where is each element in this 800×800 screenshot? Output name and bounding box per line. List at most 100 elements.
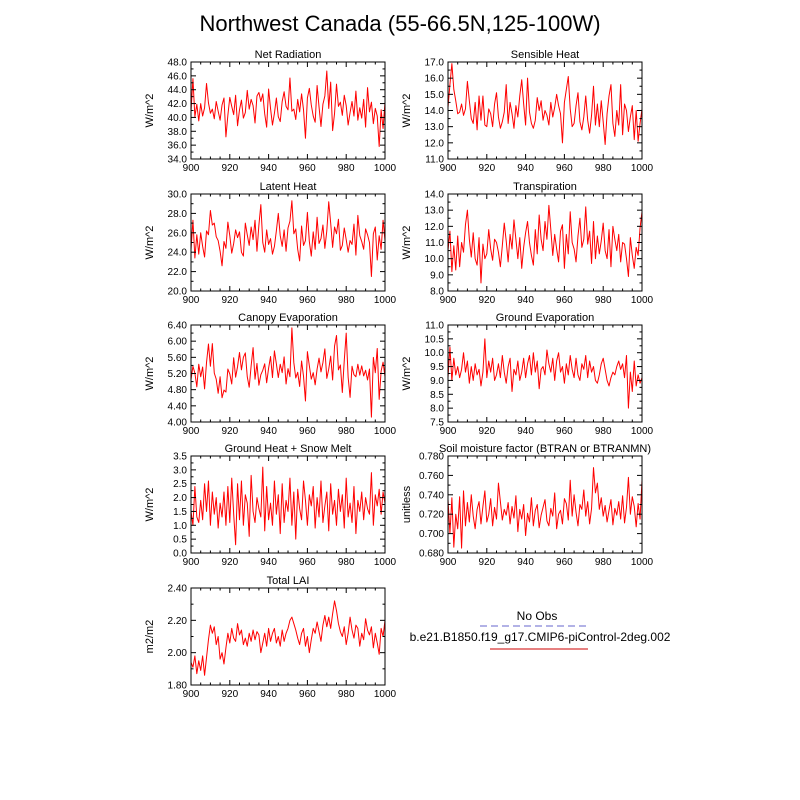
y-tick-label: 11.0 (425, 155, 444, 166)
y-tick-label: 14.0 (425, 106, 445, 117)
x-tick-label: 920 (478, 295, 495, 306)
y-tick-label: 3.0 (173, 465, 187, 476)
x-tick-label: 900 (183, 163, 200, 174)
x-tick-label: 960 (299, 557, 316, 568)
y-tick-label: 2.00 (168, 648, 188, 659)
x-tick-label: 940 (260, 295, 277, 306)
plot-frame-net-radiation (190, 61, 386, 160)
panel-title-net-radiation: Net Radiation (255, 49, 322, 61)
series-line-ground-heat-snow-melt (190, 466, 386, 546)
y-tick-label: 46.0 (168, 71, 188, 82)
y-tick-label: 42.0 (168, 99, 188, 110)
y-tick-label: 20.0 (168, 287, 188, 298)
y-axis-label-ground-heat-snow-melt: W/m^2 (144, 488, 156, 522)
y-tick-label: 0.680 (419, 549, 444, 560)
x-tick-label: 1000 (374, 426, 397, 437)
y-tick-label: 2.5 (173, 479, 187, 490)
y-tick-label: 5.60 (168, 353, 188, 364)
y-tick-label: 15.0 (425, 90, 445, 101)
x-tick-label: 1000 (374, 295, 397, 306)
y-tick-label: 22.0 (168, 267, 188, 278)
y-tick-label: 8.0 (430, 287, 444, 298)
panel-title-total-lai: Total LAI (267, 575, 310, 587)
y-axis-label-sensible-heat: W/m^2 (401, 94, 413, 128)
x-tick-label: 980 (338, 557, 355, 568)
y-tick-label: 13.0 (425, 122, 445, 133)
panel-ground-evaporation: 900 920 940 960 980 1000 7.5 8.0 8.5 9.0 9.5 10.0 10… (401, 312, 654, 437)
y-tick-label: 4.80 (168, 385, 188, 396)
panel-sensible-heat: 900 920 940 960 980 1000 11.0 12.0 13.0 14.0 15.0 1… (401, 49, 654, 174)
y-tick-label: 30.0 (168, 190, 188, 201)
legend-label-model: b.e21.B1850.f19_g17.CMIP6-piControl-2deg… (410, 630, 671, 644)
figure-title: Northwest Canada (55-66.5N,125-100W) (199, 11, 600, 36)
x-tick-label: 960 (556, 295, 573, 306)
y-tick-label: 8.5 (430, 390, 444, 401)
y-tick-label: 4.00 (168, 418, 188, 429)
x-tick-label: 940 (517, 163, 534, 174)
y-tick-label: 5.20 (168, 369, 188, 380)
panel-title-transpiration: Transpiration (513, 181, 577, 193)
x-tick-label: 920 (478, 557, 495, 568)
y-tick-label: 10.0 (425, 254, 445, 265)
series-line-canopy-evaporation (190, 327, 386, 418)
x-tick-label: 1000 (631, 295, 654, 306)
y-tick-label: 0.760 (419, 471, 444, 482)
series-line-total-lai (190, 600, 386, 676)
panel-canopy-evaporation: 900 920 940 960 980 1000 4.00 4.40 4.80 5.20 5.60 6… (144, 312, 397, 437)
y-axis-label-canopy-evaporation: W/m^2 (144, 357, 156, 391)
y-tick-label: 6.00 (168, 337, 188, 348)
x-tick-label: 980 (595, 426, 612, 437)
x-tick-label: 1000 (374, 689, 397, 700)
x-tick-label: 940 (517, 557, 534, 568)
y-tick-label: 14.0 (425, 190, 445, 201)
x-tick-label: 940 (260, 163, 277, 174)
x-tick-label: 920 (221, 163, 238, 174)
series-line-soil-moisture-factor (447, 467, 643, 549)
x-tick-label: 1000 (631, 163, 654, 174)
y-tick-label: 9.5 (430, 362, 444, 373)
y-tick-label: 44.0 (168, 85, 188, 96)
y-tick-label: 2.40 (168, 584, 188, 595)
y-tick-label: 6.40 (168, 321, 188, 332)
y-tick-label: 9.0 (430, 376, 444, 387)
y-tick-label: 2.20 (168, 616, 188, 627)
x-tick-label: 900 (183, 689, 200, 700)
y-axis-label-total-lai: m2/m2 (144, 620, 156, 654)
x-tick-label: 960 (299, 163, 316, 174)
x-tick-label: 980 (595, 295, 612, 306)
plot-frame-total-lai (190, 587, 386, 686)
x-tick-label: 1000 (374, 163, 397, 174)
y-tick-label: 48.0 (168, 58, 188, 69)
x-tick-label: 1000 (374, 557, 397, 568)
x-tick-label: 960 (556, 163, 573, 174)
panel-transpiration: 900 920 940 960 980 1000 8.0 9.0 10.0 11.0 12.0 13.… (401, 181, 654, 306)
series-line-transpiration (447, 204, 643, 284)
x-tick-label: 980 (338, 426, 355, 437)
panel-latent-heat: 900 920 940 960 980 1000 20.0 22.0 24.0 26.0 28.0 3… (144, 181, 397, 306)
y-tick-label: 17.0 (425, 58, 445, 69)
y-tick-label: 40.0 (168, 113, 188, 124)
x-tick-label: 900 (440, 295, 457, 306)
panel-title-sensible-heat: Sensible Heat (511, 49, 580, 61)
series-line-net-radiation (190, 70, 386, 148)
panel-soil-moisture-factor: 900 920 940 960 980 1000 0.680 0.700 0.720 0.740 0… (401, 443, 654, 568)
x-tick-label: 960 (299, 689, 316, 700)
y-tick-label: 12.0 (425, 138, 445, 149)
y-tick-label: 4.40 (168, 401, 188, 412)
y-tick-label: 0.5 (173, 535, 187, 546)
x-tick-label: 960 (556, 426, 573, 437)
panel-net-radiation: 900 920 940 960 980 1000 34.0 36.0 38.0 40.0 42.0 4… (144, 49, 397, 174)
x-tick-label: 940 (260, 557, 277, 568)
x-tick-label: 900 (440, 557, 457, 568)
y-tick-label: 11.0 (425, 321, 444, 332)
y-tick-label: 1.0 (173, 521, 187, 532)
y-axis-label-latent-heat: W/m^2 (144, 226, 156, 260)
x-tick-label: 920 (221, 295, 238, 306)
x-tick-label: 920 (221, 689, 238, 700)
x-tick-label: 920 (478, 163, 495, 174)
y-tick-label: 10.5 (425, 334, 445, 345)
y-tick-label: 2.0 (173, 493, 187, 504)
y-tick-label: 0.0 (173, 549, 187, 560)
series-line-sensible-heat (447, 63, 643, 145)
